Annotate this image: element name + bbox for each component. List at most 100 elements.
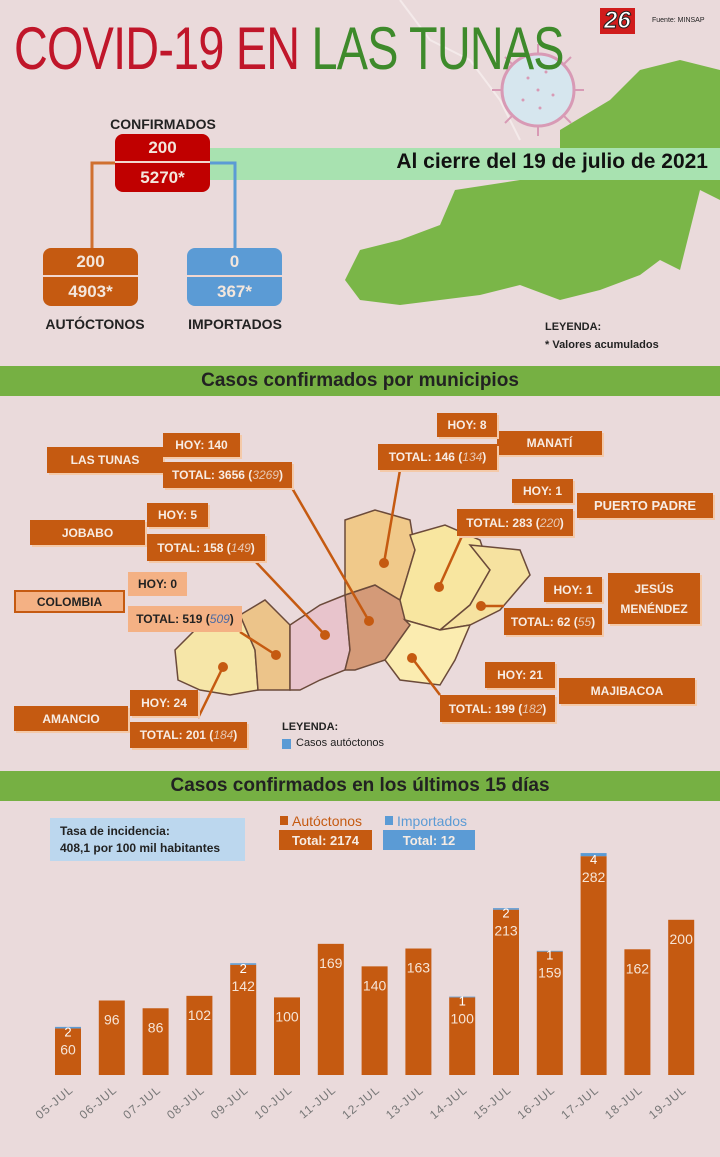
x-tick-17-JUL: 17-JUL [558,1083,601,1122]
total-puerto-padre: TOTAL: 283 (220) [457,509,573,536]
label-autoctonos-08-JUL: 102 [188,1007,212,1023]
legend-title: LEYENDA: [545,321,602,333]
label-autoctonos-15-JUL: 213 [494,923,518,939]
chart-heading: Casos confirmados en los últimos 15 días [0,771,720,801]
municipio-name-manati: MANATÍ [497,431,602,455]
legend-imp-label: Importados [397,813,468,829]
connector-lines [90,161,237,248]
total-colombia: TOTAL: 519 (509) [128,606,242,632]
background-map [345,0,720,305]
incidence-box: Tasa de incidencia: 408,1 por 100 mil ha… [50,818,245,861]
hoy-amancio: HOY: 24 [130,690,198,716]
confirmados-label: CONFIRMADOS [110,116,216,132]
municipio-name-puerto-padre: PUERTO PADRE [577,493,713,518]
map-legend-title: LEYENDA: [282,721,339,733]
bar-autoctonos-15-JUL [493,909,519,1075]
hoy-puerto-padre: HOY: 1 [512,479,573,503]
bar-autoctonos-14-JUL [449,997,476,1075]
x-tick-06-JUL: 06-JUL [76,1083,119,1122]
x-tick-15-JUL: 15-JUL [471,1083,514,1122]
x-tick-08-JUL: 08-JUL [164,1083,207,1122]
confirmados-box: 200 5270* [115,134,210,192]
municipios-heading: Casos confirmados por municipios [0,366,720,396]
bar-importados-14-JUL [449,996,476,998]
map-legend-item: Casos autóctonos [296,737,385,749]
source-label: Fuente: MINSAP [652,17,705,24]
x-tick-16-JUL: 16-JUL [514,1083,557,1122]
bar-autoctonos-07-JUL [142,1008,169,1075]
bar-importados-15-JUL [493,908,519,910]
bar-autoctonos-05-JUL [55,1028,81,1075]
bar-importados-17-JUL [580,853,607,857]
bar-autoctonos-18-JUL [624,949,651,1075]
hoy-majibacoa: HOY: 21 [485,662,555,688]
importados-cumulative: 367* [217,281,252,301]
x-tick-12-JUL: 12-JUL [339,1083,382,1122]
bar-autoctonos-10-JUL [274,997,300,1075]
municipio-name-amancio: AMANCIO [14,706,128,731]
bar-importados-05-JUL [55,1026,81,1029]
bar-autoctonos-09-JUL [230,964,257,1075]
virus-icon [492,44,584,136]
label-autoctonos-12-JUL: 140 [363,977,387,993]
label-importados-16-JUL: 1 [546,948,553,963]
bar-autoctonos-16-JUL [536,951,563,1075]
total-manati: TOTAL: 146 (134) [378,444,497,470]
bar-autoctonos-19-JUL [668,919,695,1075]
label-autoctonos-17-JUL: 282 [582,869,606,885]
bar-importados-16-JUL [536,950,563,952]
total-las-tunas: TOTAL: 3656 (3269) [163,462,292,488]
legend-note: * Valores acumulados [545,339,659,351]
importados-today: 0 [187,248,282,277]
municipio-dots [218,558,486,672]
logo-26: 26 [600,7,635,34]
total-imp-badge: Total: 12 [383,830,475,850]
total-jobabo: TOTAL: 158 (149) [147,534,265,561]
label-autoctonos-09-JUL: 142 [232,978,256,994]
label-autoctonos-06-JUL: 96 [104,1012,120,1028]
total-jesus-menendez: TOTAL: 62 (55) [504,608,602,635]
label-autoctonos-05-JUL: 60 [60,1041,76,1057]
confirmados-cumulative: 5270* [140,167,185,187]
las-tunas-silhouette [345,60,720,305]
label-importados-05-JUL: 2 [64,1024,71,1039]
x-tick-18-JUL: 18-JUL [602,1083,645,1122]
bar-importados-09-JUL [230,963,257,965]
municipio-name-jobabo: JOBABO [30,520,145,545]
x-tick-05-JUL: 05-JUL [33,1083,76,1122]
label-importados-09-JUL: 2 [240,961,247,976]
incidence-value: 408,1 por 100 mil habitantes [60,841,221,855]
bar-autoctonos-08-JUL [186,995,213,1075]
region-majibacoa [384,618,472,686]
label-autoctonos-19-JUL: 200 [670,931,694,947]
label-importados-17-JUL: 4 [590,852,597,867]
label-importados-15-JUL: 2 [502,906,509,921]
legend-auto-label: Autóctonos [292,813,363,829]
total-auto-badge: Total: 2174 [279,830,372,850]
autoctonos-label: AUTÓCTONOS [45,316,145,332]
municipios-map [174,469,531,719]
hoy-jesus-menendez: HOY: 1 [544,577,602,602]
bar-autoctonos-12-JUL [361,966,388,1075]
label-autoctonos-07-JUL: 86 [148,1019,164,1035]
x-tick-07-JUL: 07-JUL [120,1083,163,1122]
label-autoctonos-11-JUL: 169 [319,955,343,971]
municipio-name-majibacoa: MAJIBACOA [559,678,695,704]
x-tick-11-JUL: 11-JUL [296,1083,339,1122]
hoy-manati: HOY: 8 [437,413,497,437]
incidence-label: Tasa de incidencia: [60,824,170,838]
label-autoctonos-10-JUL: 100 [275,1008,299,1024]
label-importados-14-JUL: 1 [459,993,466,1008]
label-autoctonos-14-JUL: 100 [451,1010,475,1026]
municipio-name-jesus-menendez: JESÚS MENÉNDEZ [608,573,700,624]
municipio-name-las-tunas: LAS TUNAS [47,447,163,473]
confirmados-today: 200 [115,134,210,163]
x-tick-13-JUL: 13-JUL [383,1083,426,1122]
bar-autoctonos-06-JUL [98,1000,125,1075]
x-tick-14-JUL: 14-JUL [427,1083,470,1122]
legend-swatch-imp [385,816,393,825]
label-autoctonos-13-JUL: 163 [407,960,431,976]
date-banner [210,148,720,180]
bar-autoctonos-17-JUL [580,856,607,1075]
